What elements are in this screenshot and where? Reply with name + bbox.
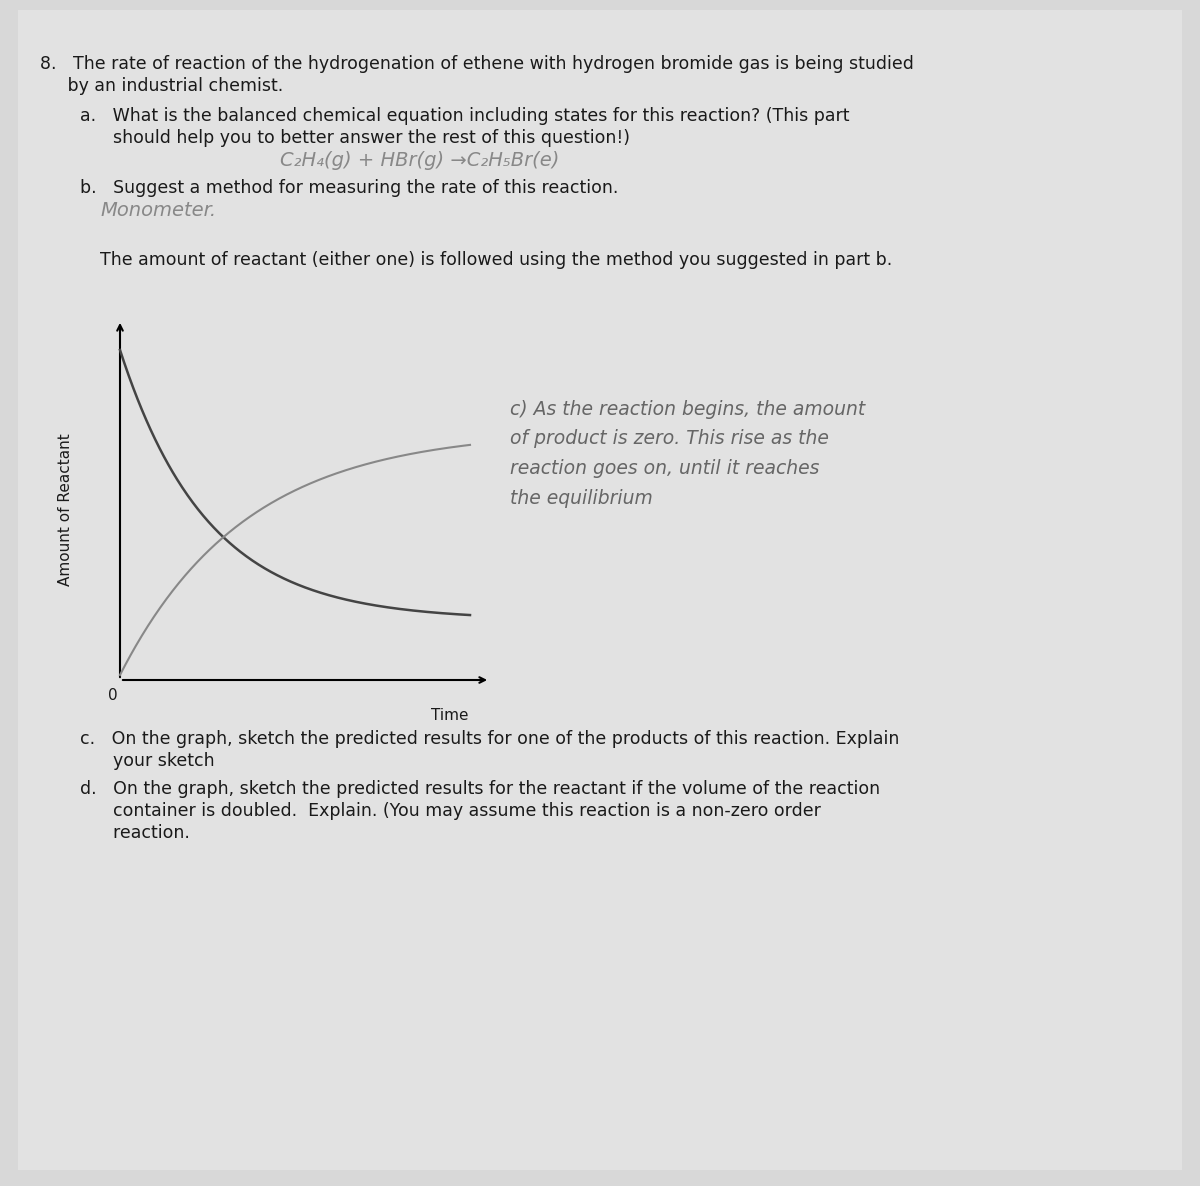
Text: C₂H₄(g) + HBr(g) →C₂H₅Br(e): C₂H₄(g) + HBr(g) →C₂H₅Br(e) [280, 151, 559, 170]
Text: Amount of Reactant: Amount of Reactant [58, 434, 72, 586]
Text: The amount of reactant (either one) is followed using the method you suggested i: The amount of reactant (either one) is f… [100, 251, 893, 269]
Text: by an industrial chemist.: by an industrial chemist. [40, 77, 283, 95]
Text: reaction.: reaction. [80, 824, 190, 842]
Text: c) As the reaction begins, the amount
of product is zero. This rise as the
react: c) As the reaction begins, the amount of… [510, 400, 865, 508]
Text: a.   What is the balanced chemical equation including states for this reaction? : a. What is the balanced chemical equatio… [80, 107, 850, 125]
Text: b.   Suggest a method for measuring the rate of this reaction.: b. Suggest a method for measuring the ra… [80, 179, 618, 197]
Text: Time: Time [431, 708, 469, 723]
Text: Monometer.: Monometer. [100, 200, 216, 219]
Text: d.   On the graph, sketch the predicted results for the reactant if the volume o: d. On the graph, sketch the predicted re… [80, 780, 880, 798]
Text: 8.   The rate of reaction of the hydrogenation of ethene with hydrogen bromide g: 8. The rate of reaction of the hydrogena… [40, 55, 914, 74]
Text: your sketch: your sketch [80, 752, 215, 770]
Text: 0: 0 [108, 688, 118, 703]
Text: should help you to better answer the rest of this question!): should help you to better answer the res… [80, 129, 630, 147]
Text: c.   On the graph, sketch the predicted results for one of the products of this : c. On the graph, sketch the predicted re… [80, 731, 899, 748]
Text: container is doubled.  Explain. (You may assume this reaction is a non-zero orde: container is doubled. Explain. (You may … [80, 802, 821, 820]
